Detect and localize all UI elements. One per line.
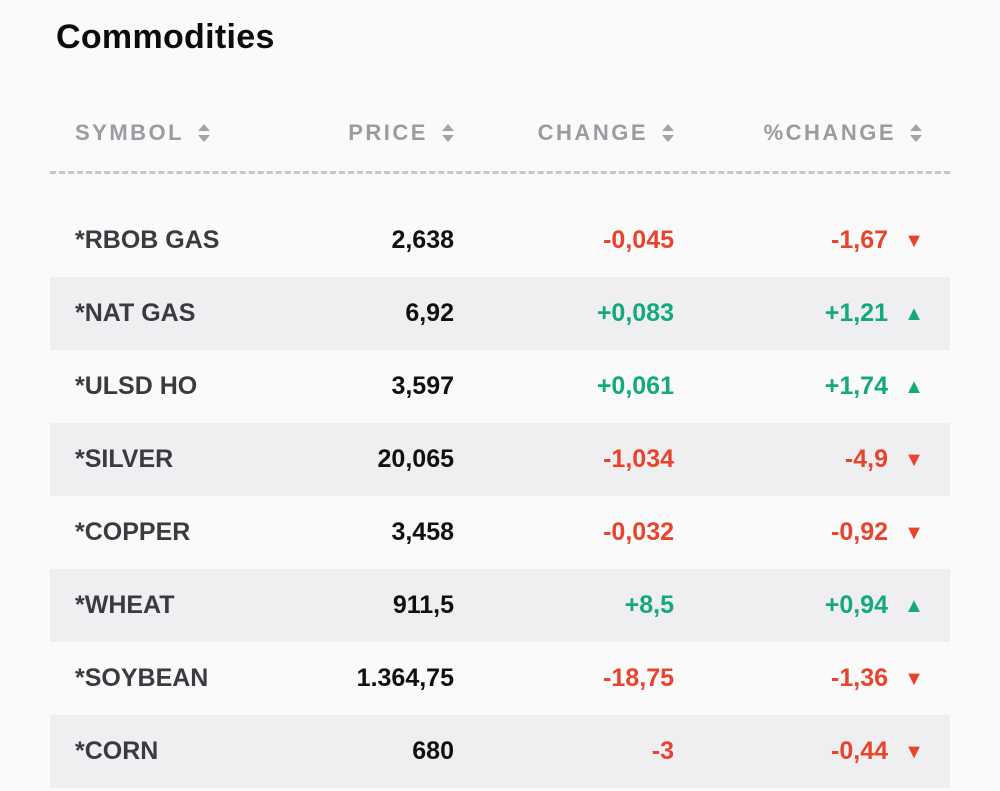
trend-arrow-icon xyxy=(902,377,926,397)
pct-change-value: +0,94 xyxy=(824,591,888,619)
pct-change-value: -1,36 xyxy=(831,664,888,692)
pct-change-value: -0,44 xyxy=(831,737,888,765)
change-cell: +8,5 xyxy=(624,591,674,619)
header-change-label: CHANGE xyxy=(537,120,648,145)
table-row[interactable]: *WHEAT 911,5 +8,5 +0,94 xyxy=(50,569,950,642)
header-change[interactable]: CHANGE xyxy=(460,120,680,146)
price-cell: 6,92 xyxy=(405,299,454,327)
change-cell: -0,045 xyxy=(603,226,674,254)
symbol-cell: *SOYBEAN xyxy=(75,664,209,692)
pct-change-value: +1,74 xyxy=(824,372,888,400)
table-body: *RBOB GAS 2,638 -0,045 -1,67 *NAT GAS 6,… xyxy=(50,204,950,788)
header-symbol-label: SYMBOL xyxy=(75,120,185,145)
pct-change-value: -4,9 xyxy=(844,445,888,473)
trend-arrow-icon xyxy=(902,231,926,251)
sort-icon[interactable] xyxy=(442,124,454,142)
change-cell: -18,75 xyxy=(603,664,674,692)
pct-change-cell: +1,74 xyxy=(680,372,950,401)
symbol-cell: *NAT GAS xyxy=(75,299,196,327)
table-row[interactable]: *ULSD HO 3,597 +0,061 +1,74 xyxy=(50,350,950,423)
trend-arrow-icon xyxy=(902,523,926,543)
price-cell: 680 xyxy=(412,737,454,765)
sort-icon[interactable] xyxy=(910,124,922,142)
symbol-cell: *CORN xyxy=(75,737,159,765)
price-cell: 20,065 xyxy=(377,445,454,473)
price-cell: 3,597 xyxy=(391,372,454,400)
table-row[interactable]: *NAT GAS 6,92 +0,083 +1,21 xyxy=(50,277,950,350)
pct-change-cell: +0,94 xyxy=(680,591,950,620)
price-cell: 2,638 xyxy=(391,226,454,254)
header-price-label: PRICE xyxy=(348,120,428,145)
sort-icon[interactable] xyxy=(662,124,674,142)
pct-change-value: -1,67 xyxy=(831,226,888,254)
header-divider xyxy=(50,171,950,174)
symbol-cell: *SILVER xyxy=(75,445,174,473)
pct-change-cell: -1,36 xyxy=(680,664,950,693)
change-cell: -1,034 xyxy=(603,445,674,473)
table-row[interactable]: *COPPER 3,458 -0,032 -0,92 xyxy=(50,496,950,569)
table-row[interactable]: *SILVER 20,065 -1,034 -4,9 xyxy=(50,423,950,496)
price-cell: 1.364,75 xyxy=(356,664,454,692)
table-header: SYMBOL PRICE CHANGE %CHANGE xyxy=(50,109,950,157)
sort-icon[interactable] xyxy=(198,124,211,142)
change-cell: -3 xyxy=(651,737,674,765)
pct-change-cell: -0,92 xyxy=(680,518,950,547)
change-cell: +0,061 xyxy=(596,372,674,400)
price-cell: 911,5 xyxy=(392,591,454,619)
pct-change-cell: -1,67 xyxy=(680,226,950,255)
trend-arrow-icon xyxy=(902,669,926,689)
table-row[interactable]: *CORN 680 -3 -0,44 xyxy=(50,715,950,788)
change-cell: +0,083 xyxy=(596,299,674,327)
trend-arrow-icon xyxy=(902,596,926,616)
pct-change-value: +1,21 xyxy=(824,299,888,327)
pct-change-cell: +1,21 xyxy=(680,299,950,328)
trend-arrow-icon xyxy=(902,742,926,762)
symbol-cell: *ULSD HO xyxy=(75,372,198,400)
page-title: Commodities xyxy=(56,18,275,56)
header-symbol[interactable]: SYMBOL xyxy=(50,120,310,146)
table-row[interactable]: *SOYBEAN 1.364,75 -18,75 -1,36 xyxy=(50,642,950,715)
table-row[interactable]: *RBOB GAS 2,638 -0,045 -1,67 xyxy=(50,204,950,277)
symbol-cell: *WHEAT xyxy=(75,591,175,619)
change-cell: -0,032 xyxy=(603,518,674,546)
symbol-cell: *COPPER xyxy=(75,518,191,546)
header-pct-change[interactable]: %CHANGE xyxy=(680,120,950,146)
trend-arrow-icon xyxy=(902,450,926,470)
price-cell: 3,458 xyxy=(391,518,454,546)
pct-change-cell: -4,9 xyxy=(680,445,950,474)
pct-change-cell: -0,44 xyxy=(680,737,950,766)
header-price[interactable]: PRICE xyxy=(310,120,460,146)
pct-change-value: -0,92 xyxy=(831,518,888,546)
header-pct-change-label: %CHANGE xyxy=(763,120,896,145)
symbol-cell: *RBOB GAS xyxy=(75,226,220,254)
trend-arrow-icon xyxy=(902,304,926,324)
